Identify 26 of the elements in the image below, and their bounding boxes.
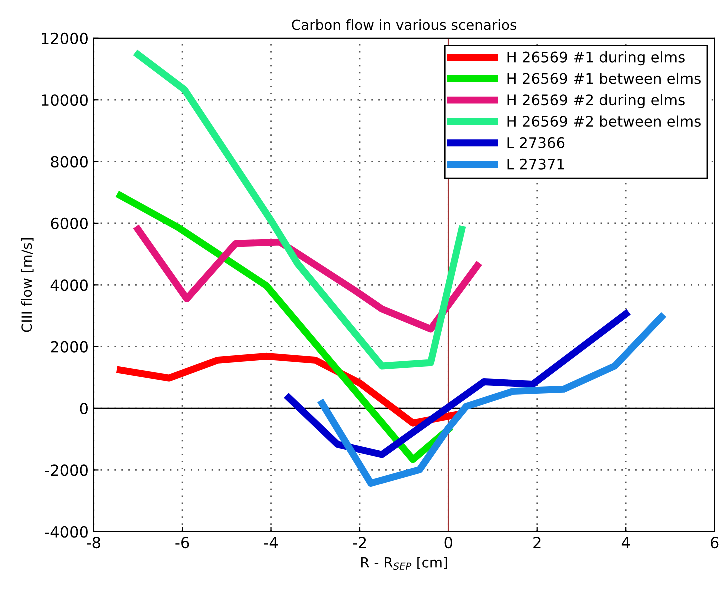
x-axis-title: R - R$_{SEP}$ [cm] [362, 557, 448, 570]
x-tick-label: -8 [86, 537, 100, 549]
legend-label: L 27371 [508, 158, 564, 170]
y-tick-label: 12000 [42, 32, 88, 44]
y-tick-label: 10000 [42, 94, 88, 106]
x-tick-label: -2 [353, 537, 366, 548]
x-tick-label: 6 [710, 537, 719, 549]
chart-title: Carbon flow in various scenarios [292, 20, 517, 30]
legend-label: H 26569 #1 between elms [508, 72, 701, 84]
legend-label: L 27366 [508, 137, 565, 148]
y-tick-label: 4000 [50, 280, 88, 292]
x-tick-label: 2 [534, 537, 541, 548]
x-tick-label: -6 [176, 537, 190, 549]
x-tick-label: 4 [622, 537, 630, 548]
x-tick-label: 0 [444, 537, 453, 549]
y-tick-label: 6000 [51, 218, 88, 230]
legend-label: H 26569 #1 during elms [508, 52, 685, 66]
y-axis-title: CIII flow [m/s] [21, 238, 34, 332]
y-tick-label: 2000 [51, 341, 88, 353]
legend-label: H 26569 #2 between elms [508, 116, 701, 128]
y-tick-label: 0 [80, 402, 88, 415]
y-tick-label: -2000 [45, 464, 88, 476]
y-tick-label: 8000 [51, 156, 88, 168]
x-tick-label: -4 [264, 537, 278, 548]
legend-label: H 26569 #2 during elms [508, 94, 685, 108]
y-tick-label: -4000 [45, 526, 88, 538]
